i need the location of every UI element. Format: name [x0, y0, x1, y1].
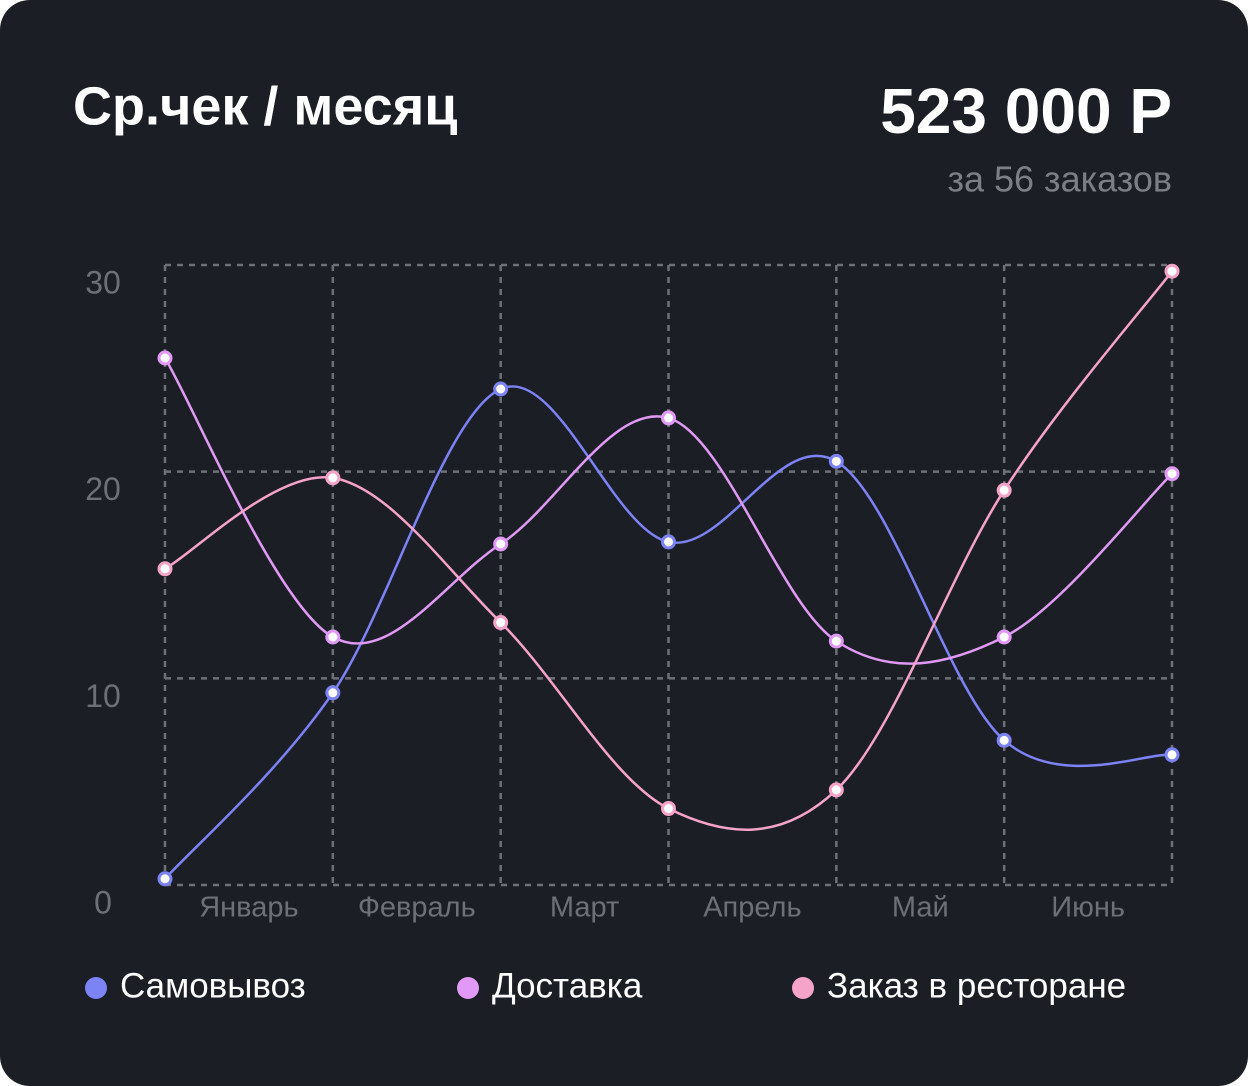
legend-label: Заказ в ресторане	[827, 966, 1126, 1005]
chart-title: Ср.чек / месяц	[73, 76, 457, 136]
legend-marker	[457, 977, 479, 999]
data-point	[1164, 466, 1180, 482]
data-point	[828, 453, 844, 469]
data-point	[996, 732, 1012, 748]
y-tick-label: 30	[85, 264, 121, 300]
data-point	[828, 782, 844, 798]
x-tick-label: Февраль	[358, 892, 476, 924]
data-point	[661, 534, 676, 550]
data-point	[661, 410, 676, 426]
data-point	[661, 801, 676, 817]
data-point	[493, 536, 509, 552]
data-point	[157, 561, 173, 577]
data-point	[325, 629, 341, 645]
x-tick-label: Май	[892, 892, 949, 924]
data-point	[828, 633, 844, 649]
legend-label: Самовывоз	[120, 966, 306, 1005]
data-point	[493, 615, 509, 631]
data-point	[325, 685, 341, 701]
y-tick-label: 10	[85, 678, 121, 714]
x-tick-label: Март	[550, 892, 619, 924]
data-point	[996, 629, 1012, 645]
x-tick-label: Апрель	[703, 892, 801, 924]
x-tick-label: Январь	[199, 892, 298, 924]
summary-value: 523 000 Р	[880, 75, 1172, 147]
y-tick-label: 20	[85, 471, 121, 507]
data-point	[1164, 747, 1180, 763]
legend-marker	[85, 977, 107, 999]
data-point	[157, 871, 173, 887]
legend-marker	[792, 977, 814, 999]
x-tick-label: Июнь	[1051, 892, 1125, 924]
data-point	[493, 381, 509, 397]
data-point	[157, 350, 173, 366]
data-point	[325, 470, 341, 486]
y-tick-label: 0	[94, 884, 112, 920]
subtitle: за 56 заказов	[947, 159, 1172, 200]
data-point	[996, 482, 1012, 498]
data-point	[1164, 263, 1180, 279]
legend-label: Доставка	[492, 966, 643, 1005]
